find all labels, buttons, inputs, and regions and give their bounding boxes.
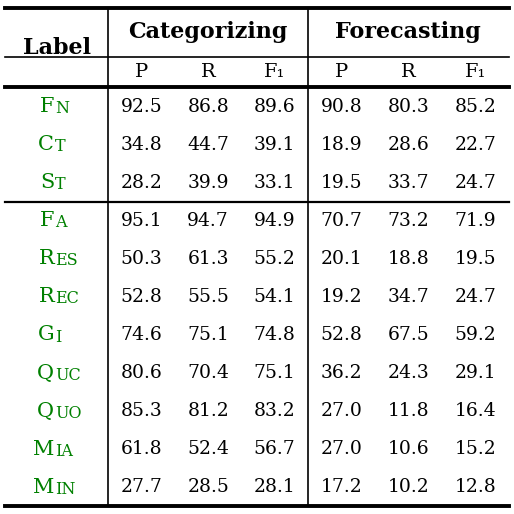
Text: 54.1: 54.1 xyxy=(254,288,296,306)
Text: 28.1: 28.1 xyxy=(254,478,296,496)
Text: 73.2: 73.2 xyxy=(388,212,429,230)
Text: M: M xyxy=(33,478,54,497)
Text: F₁: F₁ xyxy=(264,63,285,81)
Text: 95.1: 95.1 xyxy=(121,212,162,230)
Text: 55.5: 55.5 xyxy=(187,288,229,306)
Text: 24.3: 24.3 xyxy=(388,364,429,382)
Text: 27.0: 27.0 xyxy=(320,402,362,420)
Text: 34.7: 34.7 xyxy=(388,288,429,306)
Text: 59.2: 59.2 xyxy=(454,326,496,344)
Text: 11.8: 11.8 xyxy=(388,402,429,420)
Text: S: S xyxy=(40,173,54,192)
Text: 27.0: 27.0 xyxy=(320,440,362,458)
Text: 50.3: 50.3 xyxy=(121,250,162,268)
Text: 56.7: 56.7 xyxy=(254,440,296,458)
Text: 75.1: 75.1 xyxy=(187,326,229,344)
Text: Q: Q xyxy=(37,401,54,420)
Text: T: T xyxy=(55,176,66,193)
Text: 29.1: 29.1 xyxy=(454,364,496,382)
Text: 16.4: 16.4 xyxy=(454,402,496,420)
Text: 33.7: 33.7 xyxy=(388,174,429,192)
Text: 70.7: 70.7 xyxy=(320,212,362,230)
Text: 61.3: 61.3 xyxy=(188,250,229,268)
Text: 36.2: 36.2 xyxy=(321,364,362,382)
Text: 19.5: 19.5 xyxy=(454,250,496,268)
Text: 74.6: 74.6 xyxy=(121,326,162,344)
Text: 70.4: 70.4 xyxy=(187,364,229,382)
Text: 12.8: 12.8 xyxy=(454,478,496,496)
Text: R: R xyxy=(39,287,54,306)
Text: 18.9: 18.9 xyxy=(321,136,362,154)
Text: 52.8: 52.8 xyxy=(320,326,362,344)
Text: 10.6: 10.6 xyxy=(388,440,429,458)
Text: 44.7: 44.7 xyxy=(187,136,229,154)
Text: 80.3: 80.3 xyxy=(388,98,429,116)
Text: R: R xyxy=(201,63,215,81)
Text: 89.6: 89.6 xyxy=(254,98,296,116)
Text: Forecasting: Forecasting xyxy=(336,21,481,43)
Text: UO: UO xyxy=(55,405,82,421)
Text: 18.8: 18.8 xyxy=(388,250,429,268)
Text: IN: IN xyxy=(55,481,76,498)
Text: 19.5: 19.5 xyxy=(321,174,362,192)
Text: 52.8: 52.8 xyxy=(121,288,162,306)
Text: R: R xyxy=(401,63,416,81)
Text: 67.5: 67.5 xyxy=(388,326,429,344)
Text: ES: ES xyxy=(55,252,78,269)
Text: Q: Q xyxy=(37,363,54,382)
Text: 20.1: 20.1 xyxy=(321,250,362,268)
Text: Label: Label xyxy=(23,36,91,59)
Text: 33.1: 33.1 xyxy=(254,174,296,192)
Text: M: M xyxy=(33,439,54,458)
Text: P: P xyxy=(335,63,348,81)
Text: F: F xyxy=(40,211,54,230)
Text: IA: IA xyxy=(55,443,73,460)
Text: 83.2: 83.2 xyxy=(254,402,296,420)
Text: 74.8: 74.8 xyxy=(254,326,296,344)
Text: 27.7: 27.7 xyxy=(121,478,162,496)
Text: A: A xyxy=(55,214,67,231)
Text: 19.2: 19.2 xyxy=(321,288,362,306)
Text: N: N xyxy=(55,100,69,117)
Text: 15.2: 15.2 xyxy=(454,440,496,458)
Text: 94.9: 94.9 xyxy=(254,212,296,230)
Text: G: G xyxy=(38,325,54,344)
Text: 17.2: 17.2 xyxy=(321,478,362,496)
Text: 85.2: 85.2 xyxy=(454,98,497,116)
Text: C: C xyxy=(39,135,54,154)
Text: 81.2: 81.2 xyxy=(187,402,229,420)
Text: EC: EC xyxy=(55,290,79,307)
Text: 28.5: 28.5 xyxy=(187,478,229,496)
Text: 94.7: 94.7 xyxy=(187,212,229,230)
Text: 28.6: 28.6 xyxy=(388,136,429,154)
Text: I: I xyxy=(55,328,62,345)
Text: 52.4: 52.4 xyxy=(187,440,229,458)
Text: P: P xyxy=(135,63,148,81)
Text: UC: UC xyxy=(55,366,81,383)
Text: 75.1: 75.1 xyxy=(254,364,296,382)
Text: 86.8: 86.8 xyxy=(187,98,229,116)
Text: 90.8: 90.8 xyxy=(321,98,362,116)
Text: 22.7: 22.7 xyxy=(454,136,497,154)
Text: 85.3: 85.3 xyxy=(121,402,162,420)
Text: F₁: F₁ xyxy=(465,63,486,81)
Text: T: T xyxy=(55,138,66,155)
Text: 39.1: 39.1 xyxy=(254,136,296,154)
Text: 10.2: 10.2 xyxy=(388,478,429,496)
Text: 24.7: 24.7 xyxy=(454,174,497,192)
Text: Categorizing: Categorizing xyxy=(128,21,288,43)
Text: 34.8: 34.8 xyxy=(121,136,162,154)
Text: 39.9: 39.9 xyxy=(188,174,229,192)
Text: 24.7: 24.7 xyxy=(454,288,497,306)
Text: F: F xyxy=(40,97,54,116)
Text: 92.5: 92.5 xyxy=(121,98,162,116)
Text: 80.6: 80.6 xyxy=(121,364,162,382)
Text: 28.2: 28.2 xyxy=(121,174,162,192)
Text: 61.8: 61.8 xyxy=(121,440,162,458)
Text: R: R xyxy=(39,249,54,268)
Text: 55.2: 55.2 xyxy=(254,250,296,268)
Text: 71.9: 71.9 xyxy=(454,212,496,230)
